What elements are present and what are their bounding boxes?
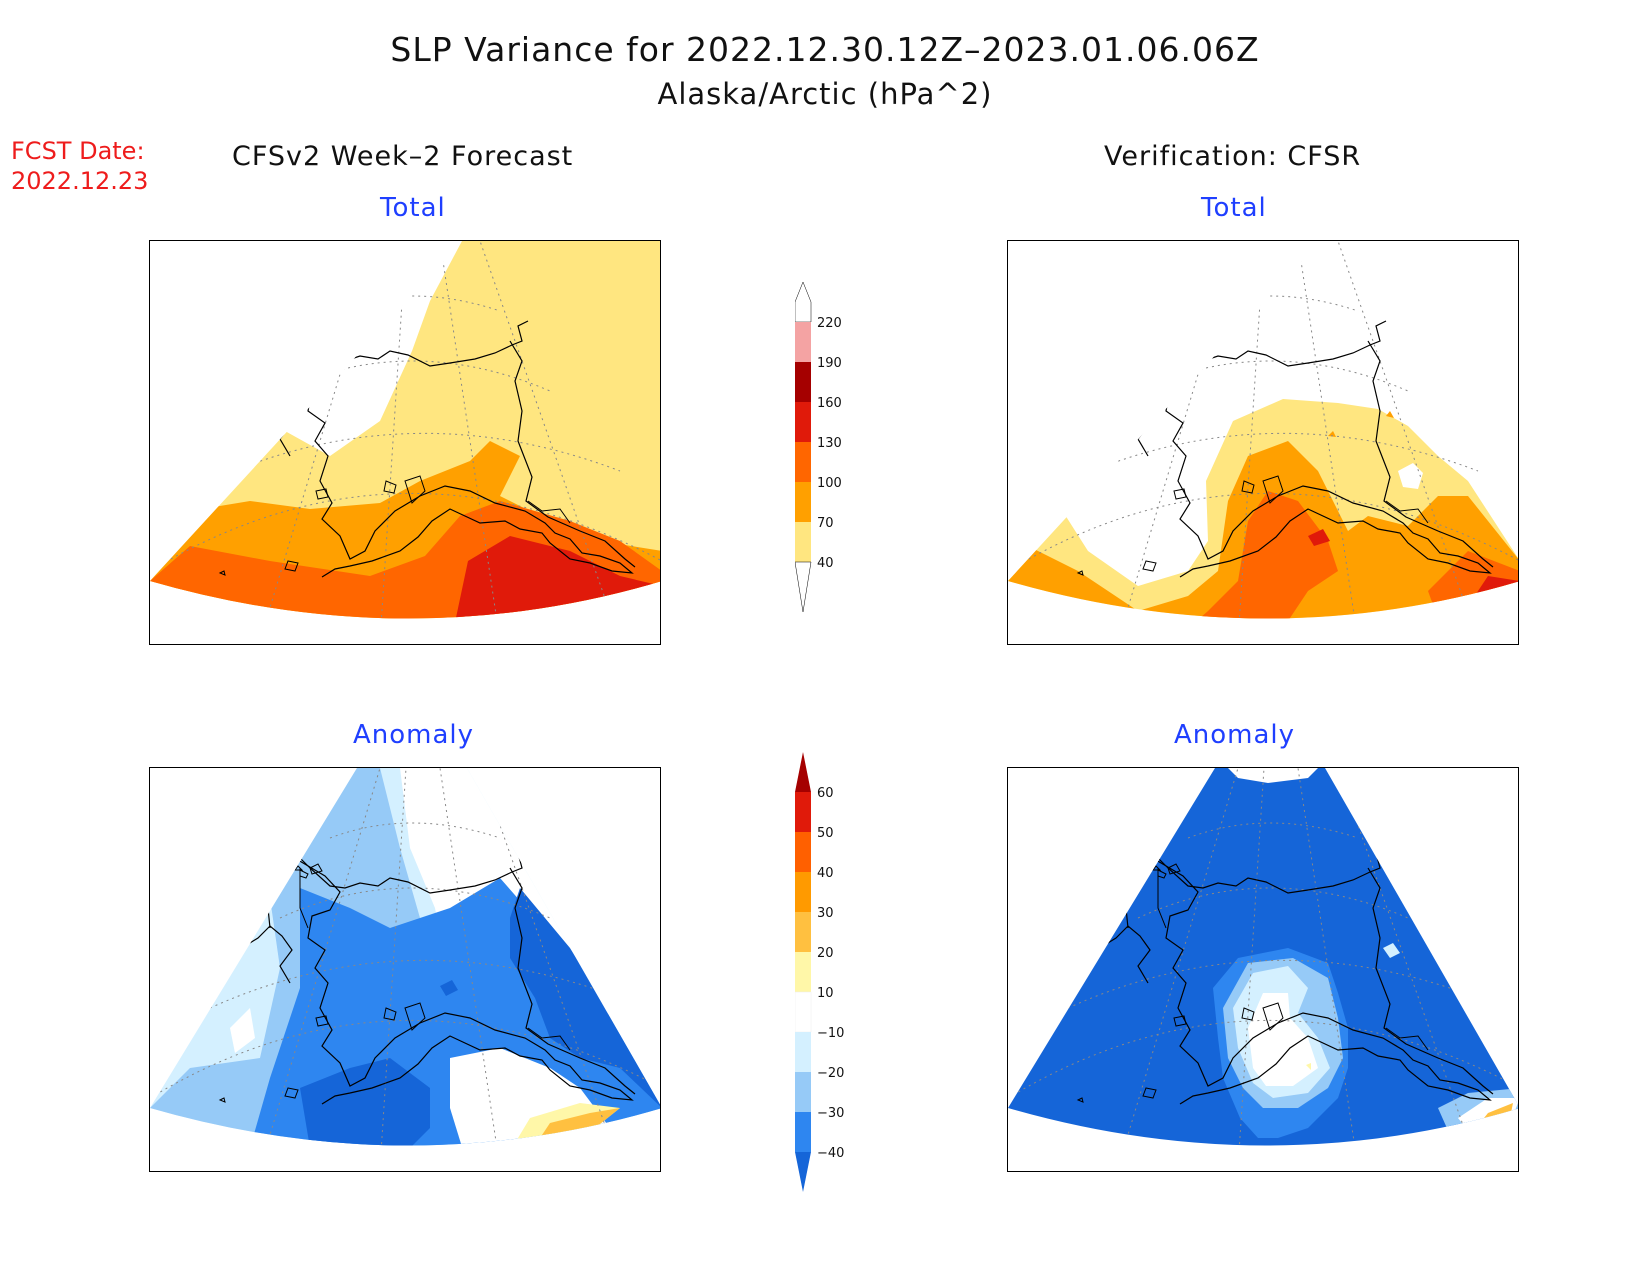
total-colorbar-label: 190 [817, 356, 842, 371]
panel-title-forecast-anomaly: Anomaly [353, 720, 475, 750]
total-colorbar-label: 130 [817, 436, 842, 451]
fcst-date-value: 2022.12.23 [11, 167, 149, 195]
anomaly-colorbar-label: −20 [817, 1066, 845, 1081]
panel-title-forecast-total: Total [380, 193, 446, 223]
total-colorbar-label: 160 [817, 396, 842, 411]
total-colorbar: 220 190 160 130 100 70 40 [795, 282, 875, 612]
anomaly-colorbar-label: 20 [817, 946, 834, 961]
total-colorbar-label: 70 [817, 516, 834, 531]
fcst-date: FCST Date: 2022.12.23 [11, 136, 148, 196]
verification-total-map [1007, 240, 1519, 645]
map-subtitle: Alaska/Arctic (hPa^2) [657, 77, 993, 111]
total-colorbar-label: 220 [817, 316, 842, 331]
total-colorbar-label: 40 [817, 556, 834, 571]
anomaly-colorbar-label: 40 [817, 866, 834, 881]
anomaly-colorbar-label: −30 [817, 1106, 845, 1121]
column-title-forecast: CFSv2 Week–2 Forecast [232, 141, 574, 172]
anomaly-colorbar-label: 50 [817, 826, 834, 841]
anomaly-colorbar-label: 60 [817, 786, 834, 801]
verification-anomaly-map [1007, 767, 1519, 1172]
total-colorbar-label: 100 [817, 476, 842, 491]
panel-title-verification-total: Total [1201, 193, 1267, 223]
forecast-total-map [149, 240, 661, 645]
map-title: SLP Variance for 2022.12.30.12Z–2023.01.… [390, 30, 1260, 69]
anomaly-colorbar: 60 50 40 30 20 10 −10 −20 −30 −40 [795, 752, 875, 1192]
anomaly-colorbar-label: 10 [817, 986, 834, 1001]
column-title-verification: Verification: CFSR [1104, 141, 1362, 172]
forecast-anomaly-map [149, 767, 661, 1172]
anomaly-colorbar-label: −40 [817, 1146, 845, 1161]
anomaly-colorbar-label: −10 [817, 1026, 845, 1041]
fcst-date-label: FCST Date: [11, 137, 145, 165]
anomaly-colorbar-label: 30 [817, 906, 834, 921]
panel-title-verification-anomaly: Anomaly [1174, 720, 1296, 750]
